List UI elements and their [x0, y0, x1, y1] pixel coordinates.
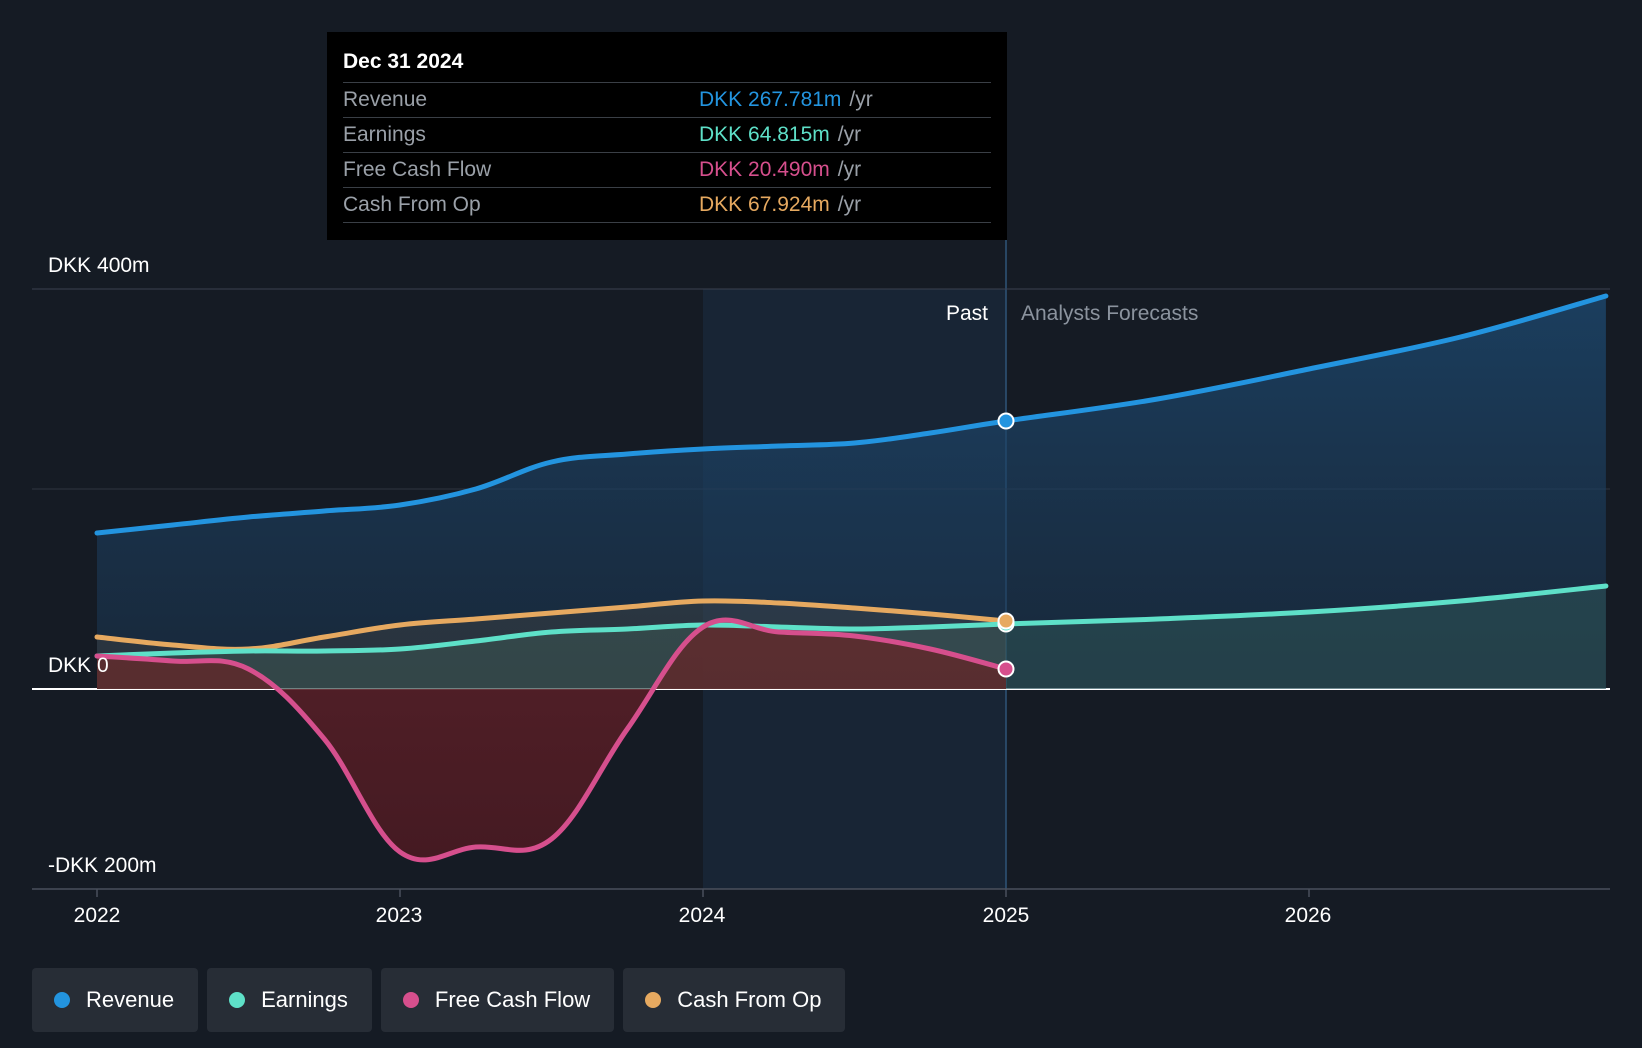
x-tick-2025: 2025 — [983, 904, 1030, 927]
tooltip-unit: /yr — [849, 88, 873, 111]
cash-from-op-area — [97, 600, 1006, 689]
revenue-line — [94, 293, 1609, 536]
tooltip-value: DKK 64.815m — [699, 123, 830, 146]
legend-label: Free Cash Flow — [434, 987, 591, 1012]
legend-item-free-cash-flow[interactable]: Free Cash Flow — [380, 968, 615, 1032]
tooltip-date: Dec 31 2024 — [343, 50, 464, 73]
legend-label: Earnings — [261, 987, 348, 1012]
y-label-neg200: -DKK 200m — [48, 854, 157, 877]
legend-item-cash-from-op[interactable]: Cash From Op — [623, 968, 846, 1032]
tooltip: Dec 31 2024 Revenue DKK 267.781m /yr Ear… — [327, 32, 1007, 240]
past-label: Past — [946, 302, 988, 325]
tooltip-unit: /yr — [837, 123, 862, 146]
tooltip-value: DKK 20.490m — [699, 158, 830, 181]
free-cash-flow-area — [97, 620, 1006, 860]
tooltip-row-free-cash-flow: Free Cash Flow DKK 20.490m /yr — [343, 152, 991, 187]
free-cash-flow-marker — [997, 660, 1015, 678]
tooltip-label: Earnings — [343, 123, 426, 146]
legend-dot-icon — [229, 992, 246, 1008]
legend-item-earnings[interactable]: Earnings — [207, 968, 372, 1032]
x-tick-2022: 2022 — [74, 904, 121, 927]
legend-dot-icon — [645, 992, 662, 1008]
tooltip-value: DKK 267.781m — [699, 88, 842, 111]
x-tick-2023: 2023 — [376, 904, 423, 927]
forecast-label: Analysts Forecasts — [1021, 302, 1198, 325]
legend-item-revenue[interactable]: Revenue — [32, 968, 199, 1032]
legend-label: Revenue — [86, 987, 175, 1012]
cash-from-op-marker — [997, 612, 1015, 630]
x-tick-2024: 2024 — [679, 904, 726, 927]
tooltip-row-revenue: Revenue DKK 267.781m /yr — [343, 82, 991, 117]
tooltip-value: DKK 67.924m — [699, 193, 830, 216]
tooltip-row-cash-from-op: Cash From Op DKK 67.924m /yr — [343, 187, 991, 223]
tooltip-row-earnings: Earnings DKK 64.815m /yr — [343, 117, 991, 152]
tooltip-unit: /yr — [837, 158, 862, 181]
free-cash-flow-line — [94, 617, 1009, 863]
y-label-0: DKK 0 — [48, 654, 109, 677]
revenue-marker — [997, 412, 1015, 430]
legend-dot-icon — [54, 992, 70, 1008]
tooltip-label: Free Cash Flow — [343, 158, 492, 181]
legend-dot-icon — [402, 992, 419, 1008]
legend: Revenue Earnings Free Cash Flow Cash Fro… — [32, 968, 846, 1032]
tooltip-label: Revenue — [343, 88, 428, 111]
tooltip-unit: /yr — [837, 193, 862, 216]
tooltip-label: Cash From Op — [343, 193, 481, 216]
y-label-400: DKK 400m — [48, 254, 150, 277]
revenue-area — [97, 296, 1606, 689]
legend-label: Cash From Op — [677, 987, 822, 1012]
x-tick-2026: 2026 — [1285, 904, 1332, 927]
